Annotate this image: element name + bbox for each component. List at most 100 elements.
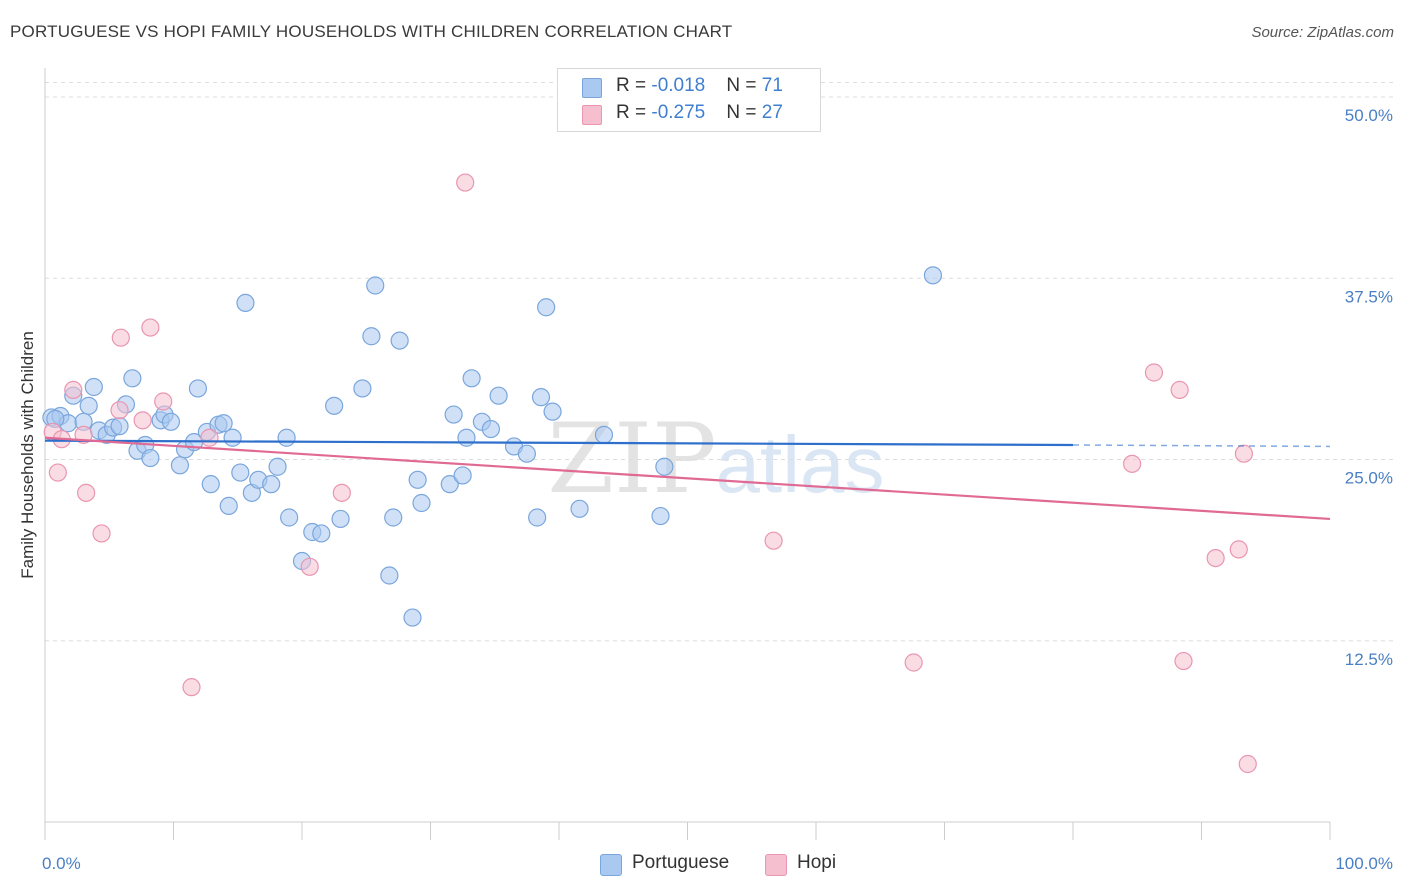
hopi-point — [332, 483, 351, 502]
source-label: Source: ZipAtlas.com — [1251, 24, 1394, 41]
hopi-point — [300, 557, 319, 576]
portuguese-point — [161, 412, 181, 431]
portuguese-point — [453, 466, 472, 485]
portuguese-point — [268, 457, 287, 476]
portuguese-point — [201, 475, 220, 494]
portuguese-trend-extension — [1072, 444, 1331, 448]
portuguese-point — [655, 457, 674, 476]
portuguese-point — [312, 524, 331, 543]
portuguese-point — [219, 496, 238, 515]
portuguese-point — [280, 508, 299, 527]
hopi-trend-line — [44, 436, 1331, 521]
portuguese-legend-swatch — [600, 854, 622, 876]
hopi-point — [1174, 651, 1193, 671]
portuguese-point — [277, 428, 296, 447]
portuguese-point — [331, 509, 350, 529]
portuguese-point — [262, 475, 281, 494]
hopi-point — [141, 318, 160, 337]
portuguese-point — [444, 405, 463, 424]
portuguese-point — [440, 475, 459, 494]
portuguese-point — [594, 425, 614, 444]
portuguese-point — [141, 448, 160, 468]
portuguese-swatch — [582, 78, 602, 98]
y-tick-label: 50.0% — [1345, 106, 1393, 125]
portuguese-point — [403, 608, 422, 627]
tick-labels: 12.5% 25.0% 37.5% 50.0% 0.0% 100.0% — [42, 106, 1393, 873]
portuguese-point — [412, 493, 431, 513]
portuguese-point — [923, 266, 943, 285]
legend-hopi-r-label: R = — [616, 102, 652, 123]
legend-portuguese-r-label: R = — [616, 75, 652, 96]
hopi-point — [92, 524, 111, 543]
legend-hopi-n-value: 27 — [761, 102, 783, 123]
portuguese-point — [79, 396, 98, 415]
hopi-point — [1170, 380, 1189, 399]
hopi-legend-label: Hopi — [797, 852, 837, 873]
portuguese-point — [325, 396, 344, 415]
portuguese-point — [110, 417, 129, 436]
gridlines — [45, 82, 1395, 642]
hopi-point — [904, 653, 923, 672]
portuguese-point — [380, 566, 399, 585]
portuguese-point — [570, 499, 589, 518]
portuguese-point — [366, 276, 385, 295]
hopi-point — [48, 463, 67, 482]
portuguese-point — [353, 379, 372, 398]
hopi-point — [1123, 454, 1142, 473]
hopi-point — [200, 428, 219, 447]
portuguese-point — [362, 327, 381, 346]
portuguese-point — [517, 444, 536, 463]
hopi-point — [1206, 548, 1225, 568]
legend-portuguese-n-label: N = — [726, 75, 762, 96]
portuguese-trend-line — [44, 439, 1074, 447]
hopi-point — [133, 411, 152, 430]
portuguese-point — [236, 293, 255, 312]
axes — [44, 68, 1331, 840]
portuguese-point — [384, 508, 403, 527]
data-points — [42, 173, 1257, 774]
hopi-point — [182, 678, 201, 697]
x-tick-label-min: 0.0% — [42, 854, 81, 873]
y-tick-label: 25.0% — [1345, 469, 1393, 488]
portuguese-point — [188, 379, 208, 398]
hopi-point — [77, 483, 96, 502]
portuguese-point — [489, 386, 508, 405]
portuguese-point — [543, 402, 562, 421]
portuguese-point — [84, 377, 103, 397]
portuguese-point — [481, 419, 500, 439]
hopi-point — [764, 531, 783, 550]
portuguese-point — [651, 506, 670, 526]
hopi-point — [111, 328, 130, 347]
portuguese-point — [462, 369, 481, 388]
legend-hopi-r-value: -0.275 — [651, 102, 706, 123]
portuguese-point — [223, 428, 242, 447]
portuguese-point — [408, 470, 427, 489]
hopi-point — [1234, 444, 1254, 463]
portuguese-point — [528, 508, 547, 527]
portuguese-point — [537, 298, 556, 317]
hopi-legend-swatch — [765, 854, 787, 876]
hopi-swatch — [582, 105, 602, 125]
hopi-point — [64, 380, 83, 399]
trend-lines — [44, 436, 1331, 521]
hopi-point — [456, 173, 475, 192]
portuguese-point — [231, 463, 250, 482]
chart-title: PORTUGUESE VS HOPI FAMILY HOUSEHOLDS WIT… — [10, 22, 733, 41]
hopi-point — [1238, 754, 1257, 774]
hopi-point — [110, 401, 129, 420]
legend: R = -0.018 N = 71 R = -0.275 N = 27 — [557, 68, 821, 132]
y-tick-label: 12.5% — [1345, 650, 1393, 669]
portuguese-point — [123, 369, 142, 388]
hopi-point — [1229, 540, 1248, 559]
portuguese-point — [457, 428, 476, 447]
portuguese-point — [531, 388, 551, 407]
portuguese-point — [214, 414, 233, 433]
portuguese-legend-label: Portuguese — [632, 852, 730, 873]
legend-portuguese-n-value: 71 — [761, 75, 783, 96]
legend-portuguese-r-value: -0.018 — [651, 75, 706, 96]
legend-hopi-n-label: N = — [726, 102, 762, 123]
x-tick-label-max: 100.0% — [1335, 854, 1393, 873]
hopi-point — [1144, 363, 1164, 382]
y-tick-label: 37.5% — [1345, 287, 1393, 306]
